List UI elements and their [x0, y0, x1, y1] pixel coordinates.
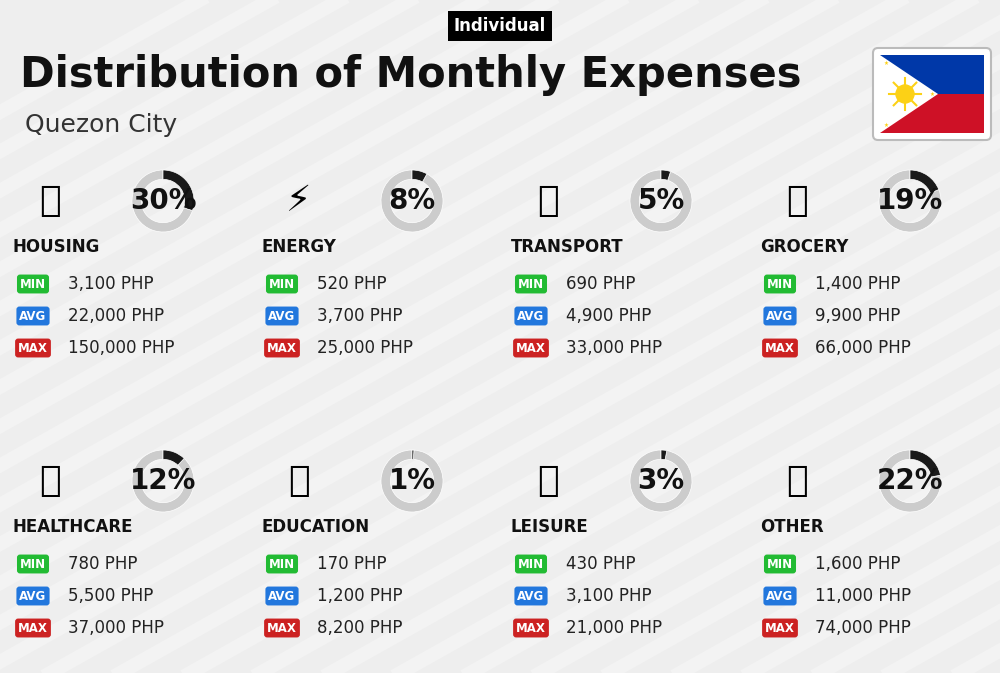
FancyBboxPatch shape: [880, 55, 984, 94]
Text: 780 PHP: 780 PHP: [68, 555, 138, 573]
Text: 🛍: 🛍: [537, 464, 559, 498]
Text: TRANSPORT: TRANSPORT: [511, 238, 624, 256]
Text: MIN: MIN: [20, 557, 46, 571]
Text: ★: ★: [884, 122, 888, 127]
Wedge shape: [412, 170, 427, 182]
Text: ⚡: ⚡: [286, 184, 312, 218]
Wedge shape: [661, 170, 671, 180]
Text: MIN: MIN: [767, 557, 793, 571]
Text: 11,000 PHP: 11,000 PHP: [815, 587, 911, 605]
Text: 🩺: 🩺: [39, 464, 61, 498]
Wedge shape: [910, 450, 940, 477]
Text: MAX: MAX: [267, 621, 297, 635]
Text: 🛒: 🛒: [786, 184, 808, 218]
Wedge shape: [630, 170, 692, 232]
Text: MAX: MAX: [267, 341, 297, 355]
Text: 3,100 PHP: 3,100 PHP: [68, 275, 154, 293]
Text: MAX: MAX: [765, 621, 795, 635]
Text: 🚌: 🚌: [537, 184, 559, 218]
Text: MAX: MAX: [516, 621, 546, 635]
Wedge shape: [412, 450, 414, 460]
Text: AVG: AVG: [268, 590, 296, 602]
Polygon shape: [880, 55, 938, 133]
Wedge shape: [661, 450, 667, 460]
Text: 3,700 PHP: 3,700 PHP: [317, 307, 402, 325]
Wedge shape: [630, 450, 692, 512]
Text: 1%: 1%: [388, 467, 436, 495]
Text: MIN: MIN: [518, 277, 544, 291]
Text: 37,000 PHP: 37,000 PHP: [68, 619, 164, 637]
Text: 8,200 PHP: 8,200 PHP: [317, 619, 402, 637]
Text: MAX: MAX: [765, 341, 795, 355]
Text: 8%: 8%: [388, 187, 436, 215]
Text: ENERGY: ENERGY: [262, 238, 337, 256]
Wedge shape: [163, 170, 194, 211]
Text: 4,900 PHP: 4,900 PHP: [566, 307, 651, 325]
Text: 33,000 PHP: 33,000 PHP: [566, 339, 662, 357]
Text: AVG: AVG: [517, 310, 545, 322]
Text: 430 PHP: 430 PHP: [566, 555, 636, 573]
Text: 150,000 PHP: 150,000 PHP: [68, 339, 175, 357]
Text: OTHER: OTHER: [760, 518, 824, 536]
Text: 12%: 12%: [130, 467, 196, 495]
Text: HOUSING: HOUSING: [13, 238, 100, 256]
Text: 🏢: 🏢: [39, 184, 61, 218]
Text: MAX: MAX: [18, 621, 48, 635]
Text: 💰: 💰: [786, 464, 808, 498]
Wedge shape: [163, 450, 184, 465]
Text: AVG: AVG: [19, 310, 47, 322]
Text: AVG: AVG: [766, 590, 794, 602]
Text: MIN: MIN: [767, 277, 793, 291]
Text: 30%: 30%: [130, 187, 196, 215]
Text: 5,500 PHP: 5,500 PHP: [68, 587, 153, 605]
Text: ★: ★: [930, 92, 934, 96]
Text: EDUCATION: EDUCATION: [262, 518, 370, 536]
Text: 21,000 PHP: 21,000 PHP: [566, 619, 662, 637]
Text: AVG: AVG: [19, 590, 47, 602]
Text: MIN: MIN: [20, 277, 46, 291]
Text: MIN: MIN: [269, 557, 295, 571]
Text: 690 PHP: 690 PHP: [566, 275, 636, 293]
Text: 74,000 PHP: 74,000 PHP: [815, 619, 911, 637]
Text: 5%: 5%: [637, 187, 685, 215]
Text: 19%: 19%: [877, 187, 943, 215]
Text: AVG: AVG: [517, 590, 545, 602]
FancyBboxPatch shape: [880, 94, 984, 133]
Wedge shape: [381, 450, 443, 512]
Text: 22,000 PHP: 22,000 PHP: [68, 307, 164, 325]
Text: 170 PHP: 170 PHP: [317, 555, 387, 573]
Text: MAX: MAX: [18, 341, 48, 355]
Wedge shape: [879, 170, 941, 232]
Text: 520 PHP: 520 PHP: [317, 275, 387, 293]
Text: Distribution of Monthly Expenses: Distribution of Monthly Expenses: [20, 54, 802, 96]
Text: 1,200 PHP: 1,200 PHP: [317, 587, 403, 605]
Text: 3,100 PHP: 3,100 PHP: [566, 587, 652, 605]
Text: 22%: 22%: [877, 467, 943, 495]
Wedge shape: [132, 450, 194, 512]
Text: 25,000 PHP: 25,000 PHP: [317, 339, 413, 357]
Text: AVG: AVG: [766, 310, 794, 322]
Text: Individual: Individual: [454, 17, 546, 35]
Text: 3%: 3%: [637, 467, 685, 495]
Text: 1,600 PHP: 1,600 PHP: [815, 555, 900, 573]
Text: 66,000 PHP: 66,000 PHP: [815, 339, 911, 357]
Wedge shape: [132, 170, 192, 232]
Text: HEALTHCARE: HEALTHCARE: [13, 518, 134, 536]
Wedge shape: [910, 170, 939, 193]
Text: MIN: MIN: [269, 277, 295, 291]
Text: Quezon City: Quezon City: [25, 113, 177, 137]
Text: MIN: MIN: [518, 557, 544, 571]
Wedge shape: [381, 170, 443, 232]
Text: 1,400 PHP: 1,400 PHP: [815, 275, 900, 293]
Text: 9,900 PHP: 9,900 PHP: [815, 307, 900, 325]
Text: AVG: AVG: [268, 310, 296, 322]
Text: 🎓: 🎓: [288, 464, 310, 498]
Text: GROCERY: GROCERY: [760, 238, 848, 256]
Wedge shape: [879, 450, 941, 512]
Circle shape: [896, 85, 914, 103]
Text: ★: ★: [884, 61, 888, 65]
Text: LEISURE: LEISURE: [511, 518, 589, 536]
Text: MAX: MAX: [516, 341, 546, 355]
FancyBboxPatch shape: [873, 48, 991, 140]
